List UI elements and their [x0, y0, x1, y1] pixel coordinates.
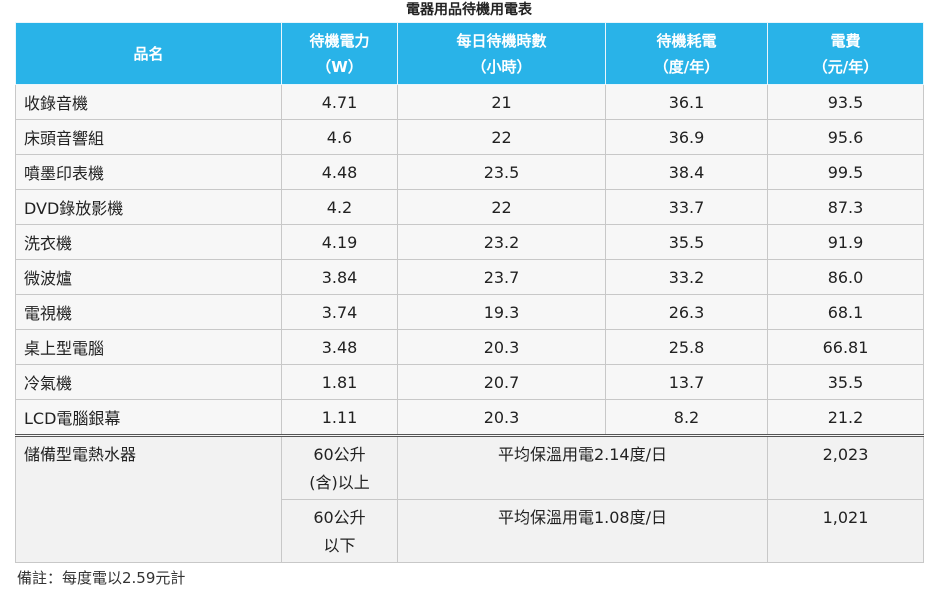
table-row: 微波爐 3.84 23.7 33.2 86.0 — [15, 259, 924, 295]
table-row: DVD錄放影機 4.2 22 33.7 87.3 — [15, 189, 924, 225]
cell-standby-consumption: 36.1 — [605, 84, 768, 120]
cell-standby-consumption: 33.2 — [605, 259, 768, 295]
cell-item-name: 電視機 — [15, 294, 282, 330]
cell-electricity-cost: 86.0 — [767, 259, 924, 295]
cell-standby-power: 3.84 — [281, 259, 398, 295]
header-daily-hours: 每日待機時數 （小時） — [397, 22, 606, 85]
header-item-name: 品名 — [15, 22, 282, 85]
table-row: 洗衣機 4.19 23.2 35.5 91.9 — [15, 224, 924, 260]
table-row: 桌上型電腦 3.48 20.3 25.8 66.81 — [15, 329, 924, 365]
cell-standby-consumption: 25.8 — [605, 329, 768, 365]
cell-standby-consumption: 26.3 — [605, 294, 768, 330]
cell-standby-consumption: 36.9 — [605, 119, 768, 155]
cell-electricity-cost: 95.6 — [767, 119, 924, 155]
cell-daily-hours: 20.3 — [397, 329, 606, 365]
cell-average-usage: 平均保溫用電2.14度/日 — [397, 435, 768, 500]
cell-standby-consumption: 38.4 — [605, 154, 768, 190]
cell-capacity: 60公升 以下 — [281, 499, 398, 563]
cell-electricity-cost: 35.5 — [767, 364, 924, 400]
cell-item-name: 微波爐 — [15, 259, 282, 295]
cell-item-name: DVD錄放影機 — [15, 189, 282, 225]
cell-daily-hours: 20.7 — [397, 364, 606, 400]
table-title: 電器用品待機用電表 — [406, 2, 532, 18]
cell-electricity-cost: 68.1 — [767, 294, 924, 330]
cell-item-name: 桌上型電腦 — [15, 329, 282, 365]
cell-electricity-cost: 91.9 — [767, 224, 924, 260]
cell-standby-power: 1.81 — [281, 364, 398, 400]
cell-item-name: 收錄音機 — [15, 84, 282, 120]
cell-daily-hours: 22 — [397, 189, 606, 225]
cell-daily-hours: 23.7 — [397, 259, 606, 295]
cell-item-name: 冷氣機 — [15, 364, 282, 400]
cell-standby-power: 4.71 — [281, 84, 398, 120]
cell-standby-power: 3.74 — [281, 294, 398, 330]
cell-daily-hours: 23.5 — [397, 154, 606, 190]
cell-standby-consumption: 33.7 — [605, 189, 768, 225]
cell-electricity-cost: 21.2 — [767, 399, 924, 437]
cell-average-usage: 平均保溫用電1.08度/日 — [397, 499, 768, 563]
cell-daily-hours: 21 — [397, 84, 606, 120]
water-heater-row: 儲備型電熱水器 60公升 (含)以上 平均保溫用電2.14度/日 2,023 — [15, 435, 924, 563]
cell-electricity-cost: 2,023 — [767, 435, 924, 500]
cell-standby-consumption: 35.5 — [605, 224, 768, 260]
header-row: 品名 待機電力 （W） 每日待機時數 （小時） 待機耗電 （度/年） 電費 （元… — [15, 22, 924, 85]
table-row: 床頭音響組 4.6 22 36.9 95.6 — [15, 119, 924, 155]
cell-standby-power: 4.48 — [281, 154, 398, 190]
cell-standby-power: 4.19 — [281, 224, 398, 260]
cell-electricity-cost: 93.5 — [767, 84, 924, 120]
table-row: 電視機 3.74 19.3 26.3 68.1 — [15, 294, 924, 330]
cell-item-name: LCD電腦銀幕 — [15, 399, 282, 437]
water-heater-row: 60公升 以下 平均保溫用電1.08度/日 1,021 — [16, 499, 924, 563]
cell-standby-power: 4.2 — [281, 189, 398, 225]
cell-standby-power: 3.48 — [281, 329, 398, 365]
cell-standby-consumption: 8.2 — [605, 399, 768, 437]
header-electricity-cost: 電費 （元/年） — [767, 22, 924, 85]
cell-electricity-cost: 87.3 — [767, 189, 924, 225]
cell-standby-consumption: 13.7 — [605, 364, 768, 400]
table-row: 冷氣機 1.81 20.7 13.7 35.5 — [15, 364, 924, 400]
cell-daily-hours: 20.3 — [397, 399, 606, 437]
cell-item-name: 洗衣機 — [15, 224, 282, 260]
cell-standby-power: 4.6 — [281, 119, 398, 155]
table-row: 噴墨印表機 4.48 23.5 38.4 99.5 — [15, 154, 924, 190]
cell-standby-power: 1.11 — [281, 399, 398, 437]
header-standby-consumption: 待機耗電 （度/年） — [605, 22, 768, 85]
footnote: 備註：每度電以2.59元計 — [17, 569, 186, 587]
cell-item-name: 噴墨印表機 — [15, 154, 282, 190]
cell-electricity-cost: 99.5 — [767, 154, 924, 190]
cell-daily-hours: 22 — [397, 119, 606, 155]
cell-capacity: 60公升 (含)以上 — [281, 435, 398, 500]
cell-daily-hours: 19.3 — [397, 294, 606, 330]
cell-daily-hours: 23.2 — [397, 224, 606, 260]
cell-item-name: 床頭音響組 — [15, 119, 282, 155]
standby-power-table: 品名 待機電力 （W） 每日待機時數 （小時） 待機耗電 （度/年） 電費 （元… — [15, 22, 924, 563]
cell-electricity-cost: 66.81 — [767, 329, 924, 365]
table-row: LCD電腦銀幕 1.11 20.3 8.2 21.2 — [15, 399, 924, 437]
header-standby-power: 待機電力 （W） — [281, 22, 398, 85]
table-row: 收錄音機 4.71 21 36.1 93.5 — [15, 84, 924, 120]
cell-water-heater-name: 儲備型電熱水器 — [15, 435, 282, 563]
cell-electricity-cost: 1,021 — [767, 499, 924, 563]
